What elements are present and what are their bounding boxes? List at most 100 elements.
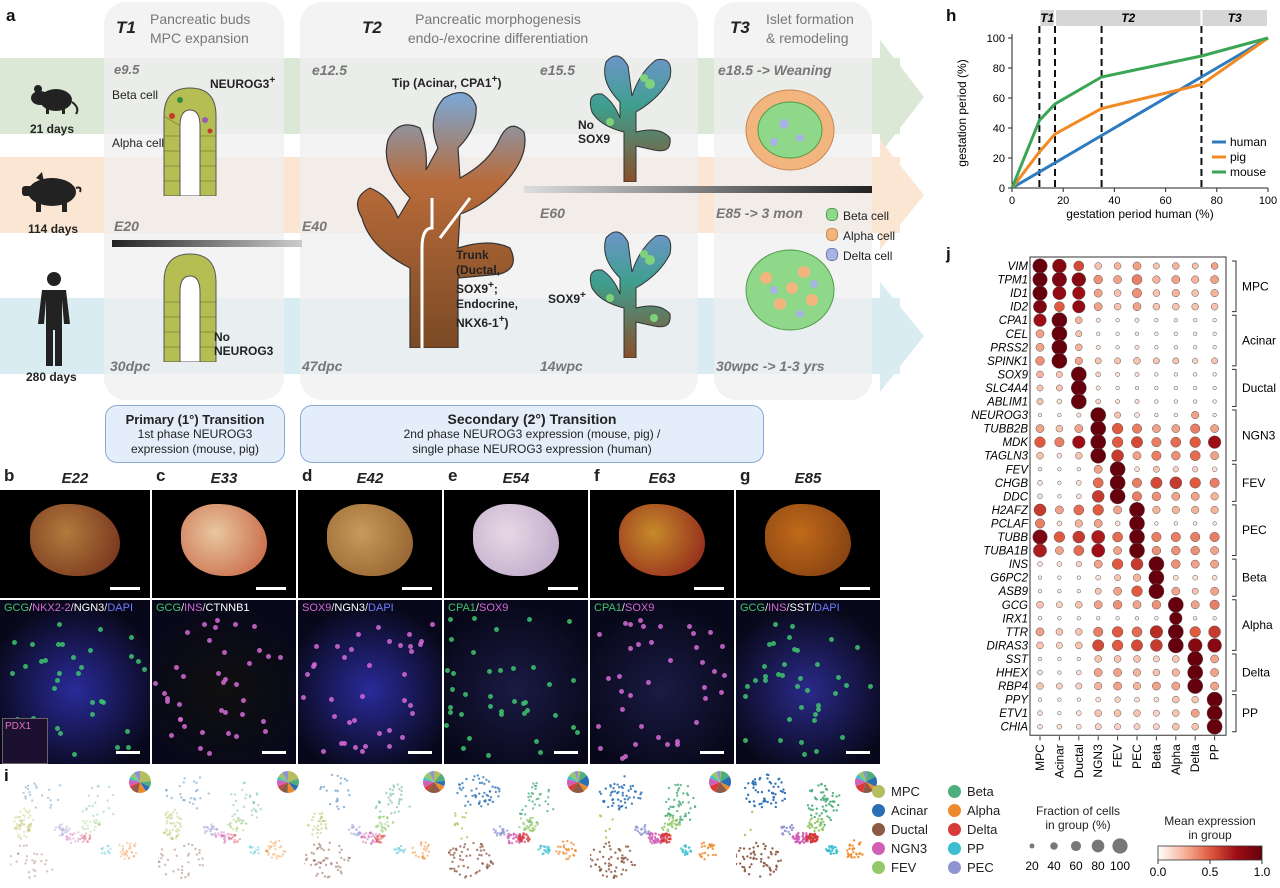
umap-cell — [387, 824, 389, 826]
expression-dot — [1171, 532, 1180, 541]
expression-dot — [1134, 656, 1141, 663]
umap-cell — [493, 828, 495, 830]
stain-text: GCG — [4, 602, 29, 614]
cell-signal — [538, 750, 543, 755]
trunk-label: Trunk (Ductal, SOX9+; Endocrine, NKX6-1+… — [456, 248, 518, 331]
umap-cell — [531, 792, 533, 794]
umap-cell — [857, 856, 859, 858]
expression-dot — [1038, 724, 1043, 729]
umap-cell — [320, 815, 322, 817]
cell-signal — [805, 688, 810, 693]
umap-cell — [233, 834, 235, 836]
gene-group-bracket — [1232, 654, 1236, 691]
umap-cell — [814, 827, 816, 829]
umap-cell — [653, 840, 655, 842]
expression-dot — [1056, 602, 1062, 608]
gene-group-label: PP — [1242, 706, 1258, 720]
umap-cell — [535, 782, 537, 784]
umap-cell — [322, 820, 324, 822]
umap-cell — [784, 829, 786, 831]
umap-cell — [483, 849, 485, 851]
umap-cell — [459, 855, 461, 857]
umap-cell — [677, 789, 679, 791]
expression-dot — [1037, 398, 1043, 404]
expression-dot — [1213, 345, 1217, 349]
umap-cell — [325, 864, 327, 866]
umap-cell — [565, 852, 567, 854]
cell-signal — [200, 730, 205, 735]
expression-dot — [1114, 263, 1121, 270]
umap-cell — [769, 781, 771, 783]
expression-dot — [1114, 303, 1121, 310]
umap-cell — [608, 845, 610, 847]
expression-dot — [1077, 589, 1081, 593]
cell-signal — [125, 729, 130, 734]
umap-cell — [28, 791, 30, 793]
legend-dot-icon — [872, 842, 885, 855]
cell-signal — [795, 684, 800, 689]
umap-cell — [44, 863, 46, 865]
umap-cell — [749, 829, 751, 831]
expression-dot — [1211, 546, 1219, 554]
expression-dot — [1037, 601, 1044, 608]
expression-dot — [1132, 627, 1142, 637]
umap-cell — [813, 830, 815, 832]
umap-cell — [449, 853, 451, 855]
umap-cell — [530, 795, 532, 797]
umap-cell — [368, 836, 370, 838]
expression-dot — [1211, 289, 1219, 297]
umap-cell — [337, 808, 339, 810]
umap-cell — [398, 849, 400, 851]
expression-dot — [1035, 519, 1044, 528]
umap-cell — [348, 829, 350, 831]
umap-cell — [689, 807, 691, 809]
expression-dot — [1213, 318, 1217, 322]
umap-cell — [171, 838, 173, 840]
umap-cell — [278, 840, 280, 842]
phase-t2-title-l1: Pancreatic morphogenesis — [388, 10, 608, 29]
umap-cell — [317, 836, 319, 838]
umap-cell — [772, 786, 774, 788]
umap-cell — [30, 823, 32, 825]
umap-cell — [754, 853, 756, 855]
gene-group-label: Acinar — [1242, 334, 1276, 348]
cell-signal — [257, 648, 262, 653]
cell-signal — [571, 725, 576, 730]
expression-dot — [1077, 576, 1081, 580]
expression-dot — [1173, 575, 1178, 580]
umap-cell — [853, 847, 855, 849]
expression-dot — [1094, 275, 1103, 284]
umap-cell — [23, 831, 25, 833]
umap-cell — [272, 853, 274, 855]
umap-cell — [605, 842, 607, 844]
umap-cell — [379, 810, 381, 812]
cell-signal — [387, 728, 392, 733]
size-legend-title-l2: in group (%) — [1018, 818, 1138, 832]
umap-cell — [190, 797, 192, 799]
umap-cell — [210, 823, 212, 825]
cell-signal — [527, 617, 532, 622]
umap-cell — [456, 792, 458, 794]
umap-cell — [525, 805, 527, 807]
umap-cell — [79, 838, 81, 840]
expression-dot — [1133, 669, 1141, 677]
umap-cell — [538, 804, 540, 806]
expression-dot — [1112, 559, 1123, 570]
cell-signal — [444, 723, 449, 728]
scale-bar — [256, 587, 286, 590]
umap-cell — [826, 788, 828, 790]
umap-cell — [760, 853, 762, 855]
umap-cell — [763, 797, 765, 799]
umap-cell — [681, 849, 683, 851]
expression-dot — [1056, 425, 1063, 432]
expression-dot — [1152, 451, 1161, 460]
umap-cell — [23, 824, 25, 826]
cell-signal — [620, 707, 625, 712]
secondary-transition-box: Secondary (2°) Transition 2nd phase NEUR… — [300, 405, 764, 463]
cell-signal — [387, 744, 392, 749]
umap-cell — [101, 852, 103, 854]
cell-signal — [499, 712, 504, 717]
umap-cell — [626, 858, 628, 860]
umap-cell — [781, 799, 783, 801]
umap-cell — [822, 821, 824, 823]
